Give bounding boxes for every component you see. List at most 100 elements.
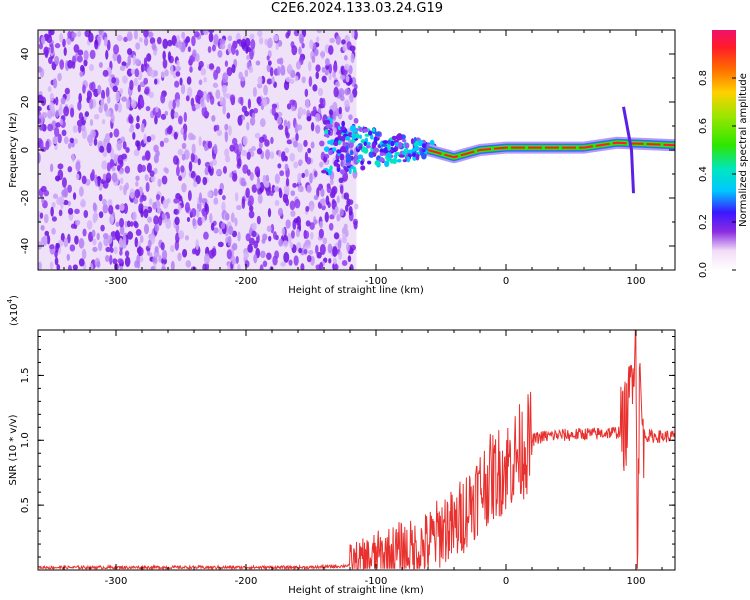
noise-blob: [266, 225, 272, 232]
noise-blob: [202, 30, 209, 35]
noise-blob: [143, 37, 149, 47]
noise-blob: [260, 250, 266, 259]
snr-panel: -300 -200 -100 0 100 0.5 1.0 1.5 Height of str…: [6, 295, 676, 596]
noise-blob: [74, 208, 80, 215]
transition-cloud-blob: [358, 126, 363, 133]
transition-cloud-blob: [401, 150, 406, 155]
noise-blob: [266, 78, 273, 85]
noise-blob: [49, 92, 55, 102]
noise-blob: [277, 66, 281, 76]
noise-blob: [78, 258, 85, 267]
noise-blob: [162, 50, 166, 61]
noise-blob: [173, 208, 178, 215]
noise-blob: [341, 259, 348, 267]
noise-blob: [174, 216, 180, 226]
noise-blob: [86, 90, 93, 100]
colorbar-tick-label: 0.8: [698, 70, 709, 86]
noise-blob: [338, 106, 342, 115]
noise-blob: [222, 165, 227, 174]
noise-blob: [153, 50, 158, 56]
noise-blob: [286, 139, 293, 145]
noise-blob: [67, 166, 73, 173]
noise-blob: [244, 69, 249, 77]
noise-blob: [81, 248, 87, 260]
noise-blob: [138, 37, 143, 43]
noise-blob: [343, 192, 350, 200]
noise-blob: [129, 188, 136, 199]
transition-cloud-blob: [323, 146, 330, 153]
noise-blob: [319, 161, 324, 168]
noise-blob: [316, 36, 320, 43]
noise-blob: [54, 127, 60, 137]
noise-blob: [257, 30, 263, 38]
noise-blob: [43, 46, 49, 56]
noise-blob: [293, 217, 299, 224]
noise-blob: [121, 96, 127, 102]
noise-blob: [339, 74, 346, 80]
noise-blob: [280, 261, 287, 267]
noise-blob: [338, 251, 343, 260]
transition-cloud-blob: [345, 162, 352, 167]
noise-blob: [311, 55, 316, 64]
noise-blob: [115, 204, 121, 210]
transition-cloud-blob: [332, 147, 337, 152]
noise-blob: [66, 253, 71, 261]
noise-blob: [316, 30, 322, 34]
noise-blob: [72, 192, 77, 200]
transition-cloud-blob: [325, 123, 330, 129]
noise-blob: [287, 120, 291, 130]
noise-blob: [213, 188, 218, 197]
noise-blob: [133, 30, 138, 40]
noise-blob: [320, 50, 325, 60]
noise-blob: [253, 253, 258, 264]
noise-blob: [103, 36, 108, 47]
noise-blob: [165, 218, 172, 230]
noise-blob: [63, 106, 70, 117]
noise-blob: [222, 104, 226, 115]
noise-blob: [261, 238, 266, 244]
noise-blob: [139, 235, 144, 244]
noise-blob: [117, 102, 123, 113]
transition-cloud-blob: [345, 135, 351, 141]
noise-blob: [48, 56, 53, 65]
noise-blob: [311, 256, 315, 263]
noise-blob: [176, 59, 180, 68]
noise-blob: [161, 212, 166, 221]
noise-blob: [281, 151, 286, 162]
transition-cloud-blob: [365, 144, 371, 149]
noise-blob: [49, 102, 55, 111]
noise-blob: [316, 251, 322, 259]
noise-blob: [310, 141, 315, 149]
noise-blob: [69, 137, 75, 144]
noise-blob: [209, 95, 215, 105]
colorbar-tick-label: 0.4: [698, 166, 709, 182]
noise-blob: [213, 34, 219, 46]
noise-blob: [228, 125, 232, 136]
noise-blob: [126, 31, 133, 42]
colorbar-ticks: 0.0 0.2 0.4 0.6 0.8: [698, 70, 736, 278]
noise-blob: [79, 71, 84, 78]
noise-blob: [184, 201, 191, 213]
noise-blob: [344, 63, 350, 71]
transition-cloud-blob: [362, 128, 369, 133]
noise-blob: [59, 103, 63, 112]
noise-blob: [309, 222, 315, 230]
noise-blob: [256, 96, 262, 105]
transition-cloud-blob: [345, 157, 352, 165]
noise-blob: [153, 167, 158, 175]
noise-blob: [269, 151, 275, 160]
noise-blob: [279, 170, 285, 177]
noise-blob: [108, 204, 114, 215]
noise-blob: [78, 238, 85, 249]
noise-blob: [79, 64, 85, 73]
noise-blob: [163, 137, 169, 143]
noise-blob: [339, 208, 344, 217]
noise-blob: [86, 134, 93, 144]
noise-blob: [39, 124, 44, 131]
noise-blob: [229, 172, 233, 178]
transition-cloud-blob: [394, 151, 400, 156]
noise-blob: [270, 136, 274, 145]
noise-blob: [240, 76, 246, 82]
noise-blob: [295, 228, 300, 238]
noise-blob: [60, 97, 66, 105]
